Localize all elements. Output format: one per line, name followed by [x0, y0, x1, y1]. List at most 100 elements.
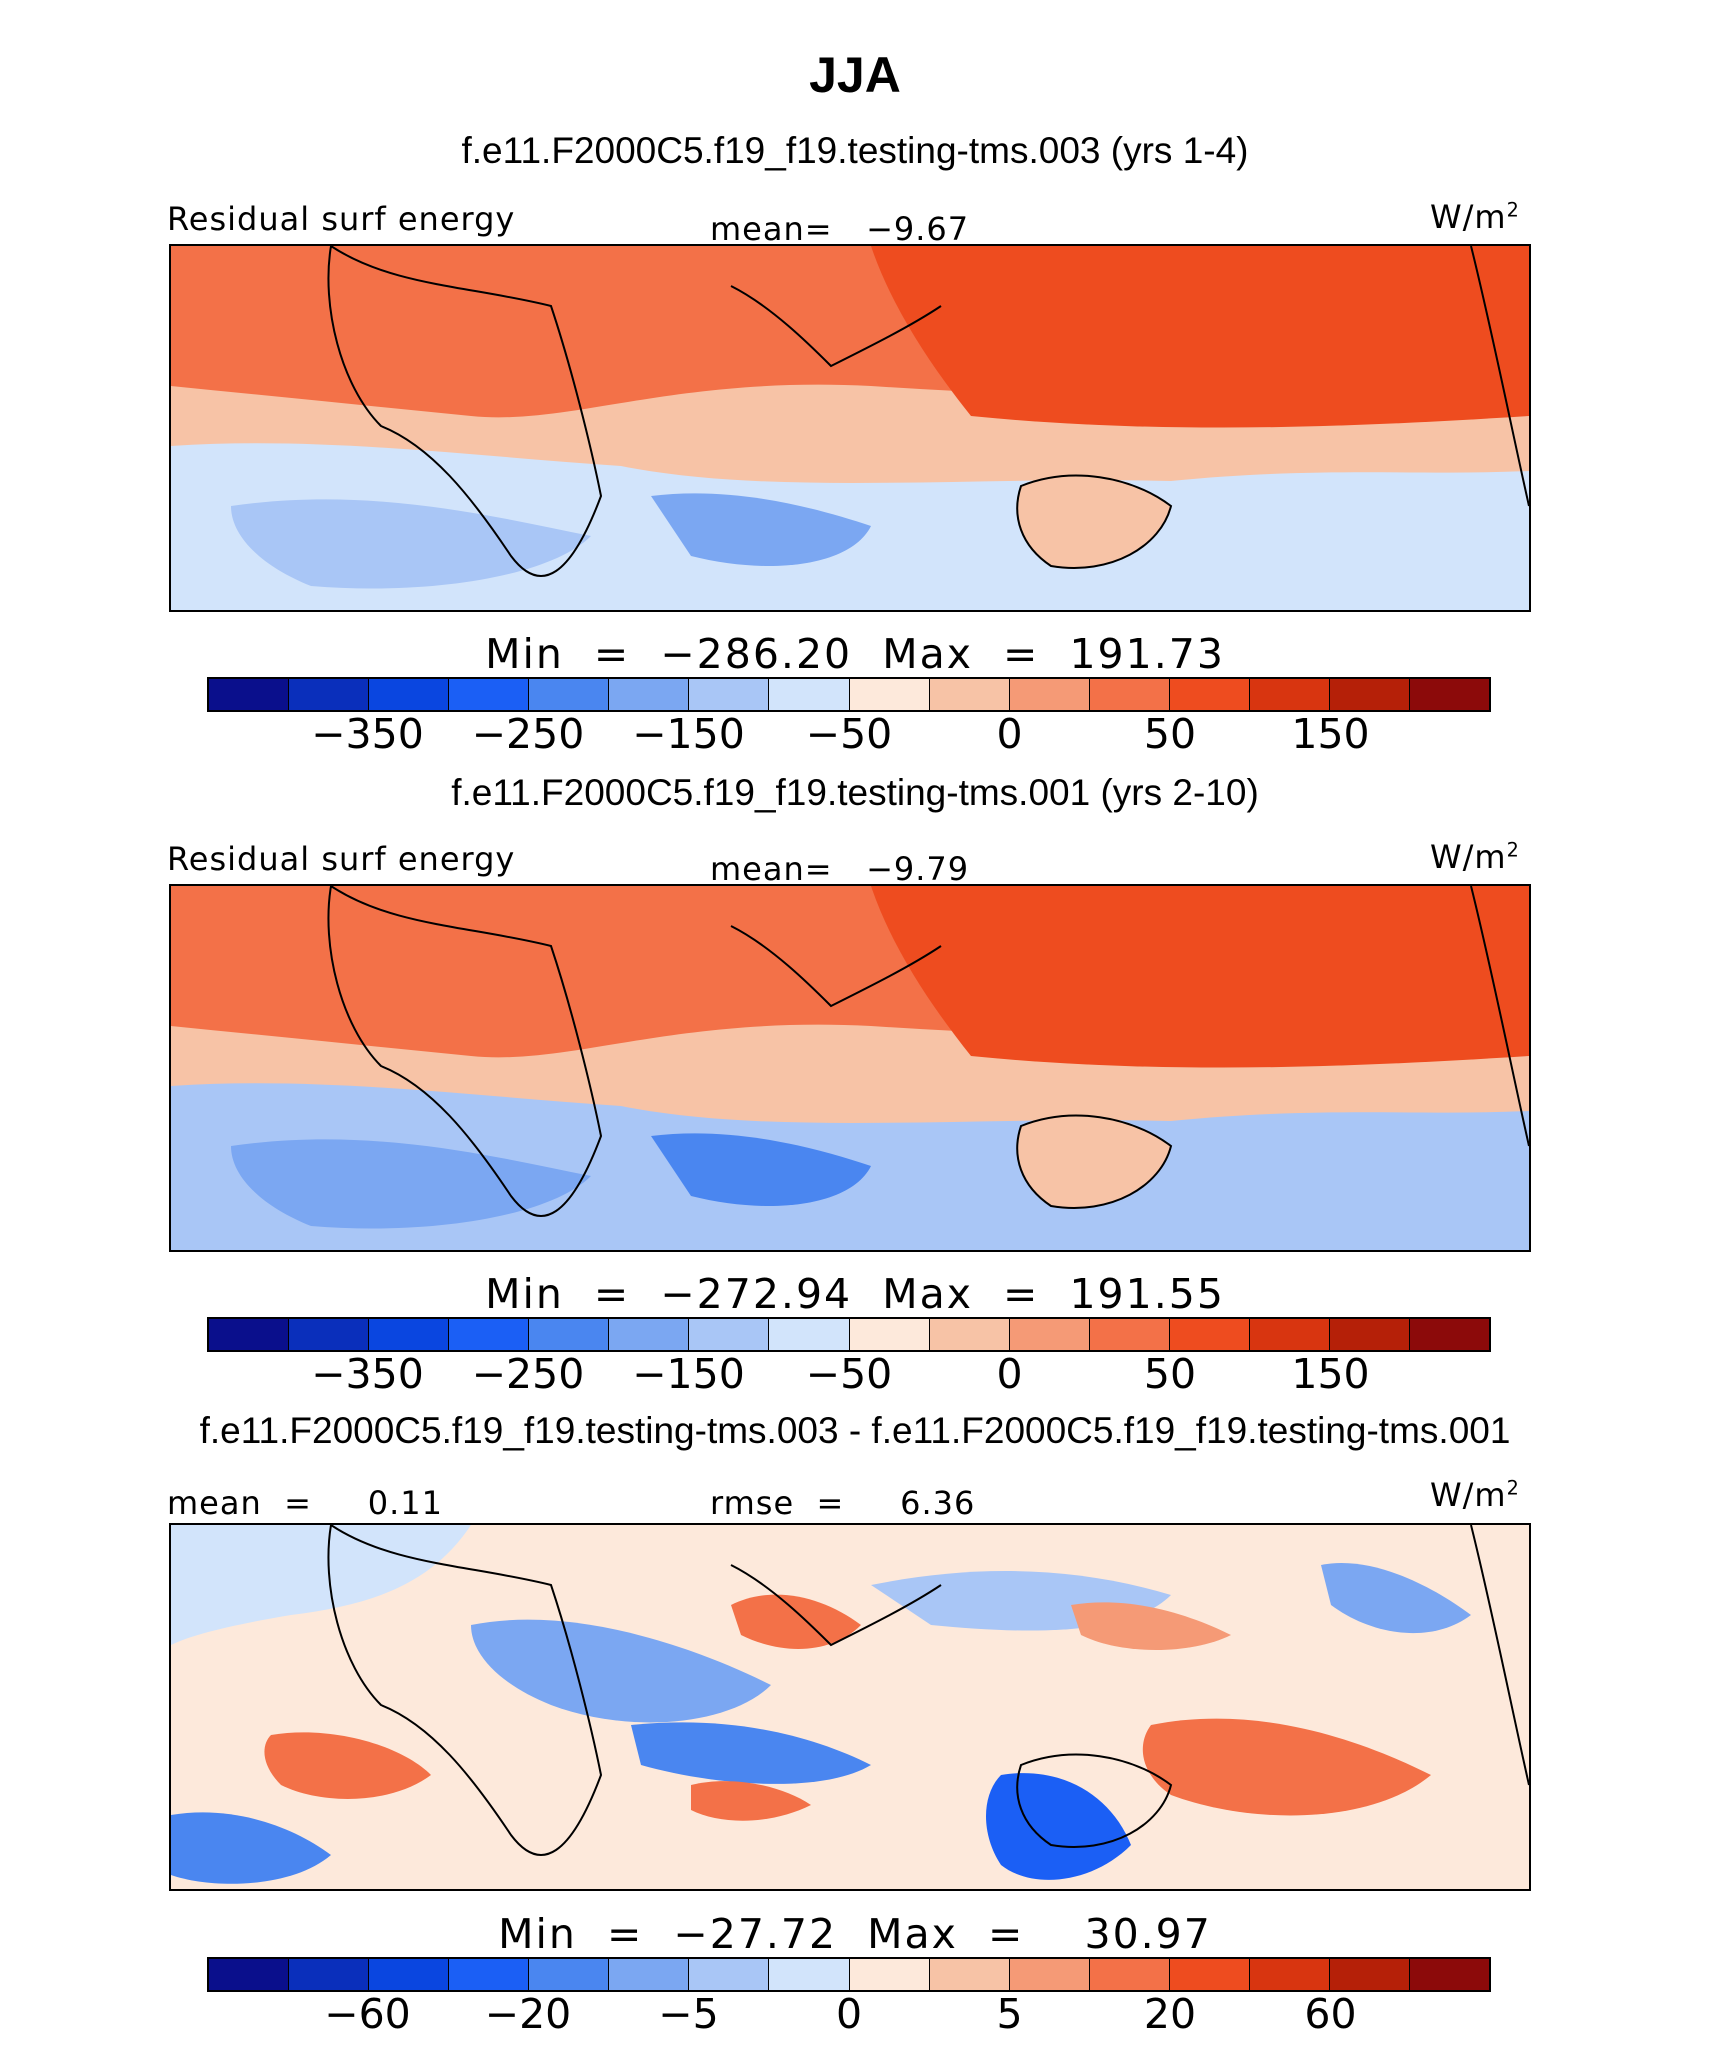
panel-1-mean-label: mean= −9.67: [710, 210, 970, 248]
colorbar-tick-label: −350: [311, 710, 424, 758]
colorbar-swatch: [689, 1319, 770, 1350]
field-blob-cool: [231, 499, 591, 589]
colorbar-swatch: [1249, 1959, 1330, 1990]
colorbar-swatch: [1329, 1959, 1410, 1990]
colorbar-swatch: [769, 679, 850, 710]
colorbar-tick-label: 150: [1291, 710, 1370, 758]
africa-coastline: [327, 246, 603, 577]
field-blob-cool-2: [651, 493, 871, 566]
colorbar-swatch: [769, 1959, 850, 1990]
field-patch: [731, 1594, 861, 1649]
colorbar-tick-label: 50: [1143, 710, 1197, 758]
panel-2-units-label: W/m2: [1430, 838, 1520, 876]
field-patch: [691, 1781, 811, 1821]
colorbar-swatch: [929, 679, 1010, 710]
panel-3-case-title: f.e11.F2000C5.f19_f19.testing-tms.003 - …: [199, 1410, 1511, 1451]
panel-3-rmse-label: rmse = 6.36: [710, 1484, 976, 1522]
americas-coastline: [1470, 886, 1529, 1147]
field-patch: [986, 1773, 1131, 1880]
colorbar-tick-label: −350: [311, 1350, 424, 1398]
field-patch: [171, 1525, 471, 1645]
colorbar-tick-label: −250: [471, 710, 585, 758]
colorbar-tick-label: 20: [1143, 1990, 1197, 2038]
colorbar-tick-label: 50: [1143, 1350, 1197, 1398]
field-patch: [471, 1619, 771, 1723]
colorbar-tick-label: −60: [324, 1990, 411, 2038]
field-blob-cool-2: [651, 1133, 871, 1206]
asia-coastline: [730, 1564, 942, 1647]
panel-1-case-title: f.e11.F2000C5.f19_f19.testing-tms.003 (y…: [461, 130, 1249, 171]
colorbar-swatch: [369, 1319, 450, 1350]
colorbar-swatch: [209, 679, 290, 710]
panel-2-mean-label: mean= −9.79: [710, 850, 970, 888]
panel-1-contour-field: [171, 246, 1529, 610]
colorbar-swatch: [369, 1959, 450, 1990]
colorbar-swatch: [529, 679, 610, 710]
colorbar-swatch: [609, 679, 690, 710]
colorbar-swatch: [609, 1959, 690, 1990]
colorbar-tick-label: −50: [805, 1350, 893, 1398]
figure-title: JJA: [809, 47, 901, 103]
asia-coastline: [730, 285, 942, 368]
panel-3-units-label: W/m2: [1430, 1476, 1520, 1514]
field-patch: [631, 1722, 871, 1784]
colorbar-swatch: [289, 1959, 370, 1990]
panel-3-contour-field: [171, 1525, 1529, 1889]
colorbar-swatch: [1249, 679, 1330, 710]
panel-3-min-max: Min = −27.72 Max = 30.97: [498, 1910, 1212, 1958]
colorbar-swatch: [769, 1319, 850, 1350]
field-patch: [264, 1732, 431, 1799]
colorbar-tick-label: −250: [471, 1350, 585, 1398]
panel-1-colorbar-ticks: −350 −250 −150 −50 0 50 150: [207, 710, 1491, 760]
colorbar-swatch: [609, 1319, 690, 1350]
field-patch: [1321, 1563, 1471, 1634]
panel-1-variable-label: Residual surf energy: [167, 200, 516, 238]
colorbar-swatch: [929, 1319, 1010, 1350]
colorbar-swatch: [369, 679, 450, 710]
panel-2-colorbar-ticks: −350 −250 −150 −50 0 50 150: [207, 1350, 1491, 1400]
panel-1-colorbar: [207, 677, 1491, 712]
asia-coastline: [730, 925, 942, 1008]
colorbar-swatch: [689, 679, 770, 710]
field-band-pacific: [871, 886, 1529, 1068]
panel-2-map: [169, 884, 1531, 1252]
australia-coastline: [1016, 474, 1173, 569]
colorbar-swatch: [849, 1959, 930, 1990]
field-patch: [171, 1812, 331, 1884]
colorbar-swatch: [1009, 1959, 1090, 1990]
panel-3-mean-label: mean = 0.11: [167, 1484, 444, 1522]
colorbar-swatch: [1089, 1959, 1170, 1990]
americas-coastline: [1470, 246, 1529, 507]
americas-coastline: [1470, 1525, 1529, 1786]
colorbar-swatch: [1329, 1319, 1410, 1350]
colorbar-swatch: [849, 1319, 930, 1350]
field-patch: [1142, 1718, 1431, 1816]
colorbar-swatch: [929, 1959, 1010, 1990]
colorbar-tick-label: −150: [632, 710, 745, 758]
field-band-pacific: [871, 246, 1529, 428]
panel-2-variable-label: Residual surf energy: [167, 840, 516, 878]
colorbar-swatch: [209, 1959, 290, 1990]
panel-1-units-label: W/m2: [1430, 198, 1520, 236]
colorbar-swatch: [289, 1319, 370, 1350]
colorbar-swatch: [1089, 1319, 1170, 1350]
colorbar-swatch: [1409, 1319, 1489, 1350]
panel-3-colorbar-ticks: −60 −20 −5 0 5 20 60: [207, 1990, 1491, 2040]
colorbar-tick-label: 60: [1304, 1990, 1357, 2038]
australia-coastline: [1016, 1753, 1173, 1848]
field-blob-cool: [231, 1139, 591, 1229]
colorbar-swatch: [289, 679, 370, 710]
colorbar-swatch: [1169, 679, 1250, 710]
colorbar-tick-label: −5: [658, 1990, 719, 2038]
colorbar-swatch: [209, 1319, 290, 1350]
panel-3-map: [169, 1523, 1531, 1891]
colorbar-tick-label: 150: [1291, 1350, 1370, 1398]
colorbar-swatch: [449, 679, 530, 710]
panel-2-colorbar: [207, 1317, 1491, 1352]
colorbar-swatch: [529, 1959, 610, 1990]
africa-coastline: [327, 1525, 603, 1856]
colorbar-swatch: [1169, 1319, 1250, 1350]
field-patch: [1071, 1602, 1231, 1650]
africa-coastline: [327, 886, 603, 1217]
colorbar-tick-label: 5: [996, 1990, 1023, 2038]
